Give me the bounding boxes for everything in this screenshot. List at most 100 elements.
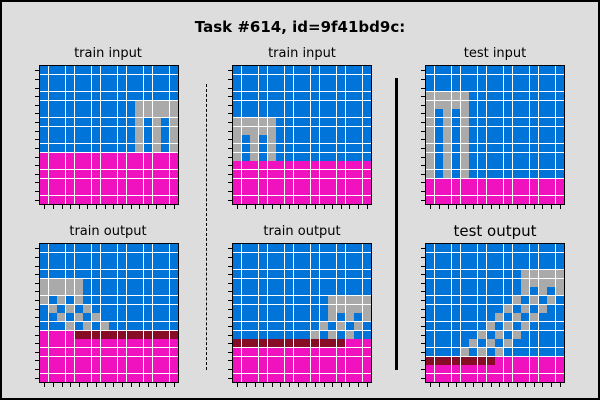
grid-cell (354, 187, 363, 196)
grid-cell (319, 143, 328, 153)
grid-cell (65, 295, 75, 305)
grid-cell (503, 169, 513, 179)
grid-cell (267, 295, 276, 305)
grid-cell (555, 74, 564, 83)
axis-tick (228, 96, 232, 98)
grid-cell (250, 373, 259, 382)
grid-cell (74, 313, 83, 322)
grid-cell (284, 278, 294, 287)
grid-cell (143, 339, 153, 348)
grid-cell (354, 278, 363, 287)
grid-cell (310, 365, 320, 374)
grid-cell (434, 365, 443, 374)
grid-cell (310, 373, 320, 382)
grid-cell (362, 261, 371, 270)
grid-cell (477, 278, 487, 287)
grid-cell (512, 313, 521, 322)
grid-cell (48, 178, 57, 187)
grid-cell (161, 83, 170, 92)
grid-cell (284, 126, 294, 135)
grid-cell (362, 347, 371, 357)
grid-cell (336, 126, 346, 135)
grid-cell (135, 187, 144, 196)
grid-cell (40, 195, 49, 204)
grid-cell (161, 339, 170, 348)
grid-cell (100, 347, 109, 357)
axis-tick (490, 383, 492, 387)
axis-tick (228, 199, 232, 201)
grid-cell (538, 100, 547, 109)
grid-cell (152, 321, 161, 331)
grid-cell (126, 269, 135, 279)
grid-cell (328, 83, 337, 92)
grid-cell (57, 347, 66, 357)
grid-cell (126, 152, 135, 161)
grid-cell (426, 109, 435, 118)
grid-cell (126, 339, 135, 348)
grid-cell (477, 109, 487, 118)
grid-cell (293, 373, 302, 382)
grid-cell (152, 295, 161, 305)
grid-cell (460, 347, 469, 357)
axis-tick (421, 104, 425, 106)
grid-cell (310, 126, 320, 135)
grid-cell (152, 278, 161, 287)
grid-cell (555, 143, 564, 153)
grid-cell (426, 66, 435, 75)
grid-cell (74, 161, 83, 170)
grid-cell (503, 356, 513, 365)
grid-cell (241, 304, 250, 313)
axis-tick (289, 383, 291, 387)
grid-cell (477, 339, 487, 348)
grid-cell (529, 66, 539, 75)
grid-cell (284, 252, 294, 261)
grid-cell (434, 195, 443, 204)
axis-tick (173, 383, 175, 387)
grid-cell (486, 261, 495, 270)
grid-cell (521, 117, 530, 127)
grid-cell (328, 373, 337, 382)
grid-cell (57, 143, 66, 153)
axis-tick (516, 205, 518, 209)
grid-cell (143, 287, 153, 296)
grid-cell (109, 269, 118, 279)
grid-cell (276, 74, 285, 83)
grid-cell (426, 339, 435, 348)
grid-cell (328, 261, 337, 270)
grid-cell (57, 161, 66, 170)
grid-cell (434, 91, 443, 101)
grid-cell (555, 135, 564, 144)
grid-cell (267, 347, 276, 357)
grid-cell (354, 100, 363, 109)
grid-cell (503, 278, 513, 287)
grid-cell (83, 91, 92, 101)
grid-cell (40, 152, 49, 161)
grid-cell (328, 74, 337, 83)
grid-cell (117, 356, 127, 365)
grid-cell (310, 304, 320, 313)
grid-cell (310, 83, 320, 92)
axis-tick (35, 199, 39, 201)
grid-cell (48, 195, 57, 204)
grid-cell (143, 356, 153, 365)
grid-cell (503, 117, 513, 127)
grid-cell (91, 169, 101, 179)
grid-cell (495, 117, 504, 127)
grid-cell (258, 295, 268, 305)
grid-cell (512, 278, 521, 287)
grid-cell (451, 330, 461, 339)
grid-cell (241, 100, 250, 109)
grid-cell (250, 244, 259, 253)
grid-cell (495, 321, 504, 331)
grid-cell (477, 117, 487, 127)
grid-cell (512, 143, 521, 153)
grid-cell (161, 91, 170, 101)
grid-cell (302, 178, 311, 187)
grid-cell (336, 252, 346, 261)
grid-cell (91, 100, 101, 109)
grid-cell (74, 126, 83, 135)
grid-cell (319, 252, 328, 261)
grid-cell (74, 169, 83, 179)
grid-cell (302, 252, 311, 261)
grid-cell (293, 261, 302, 270)
